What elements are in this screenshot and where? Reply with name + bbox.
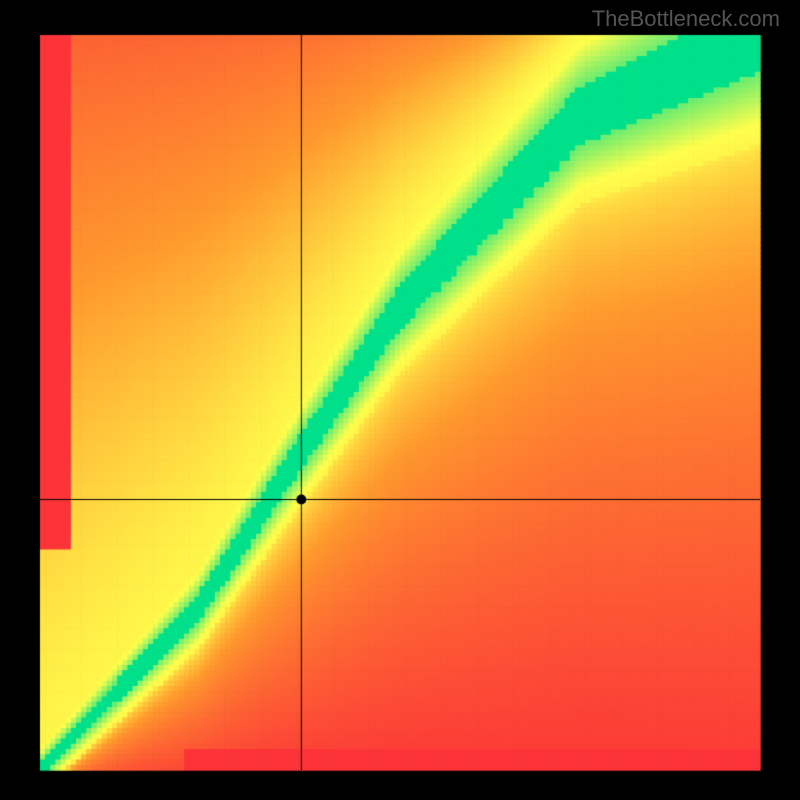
watermark-text: TheBottleneck.com: [592, 6, 780, 32]
bottleneck-heatmap: [0, 0, 800, 800]
